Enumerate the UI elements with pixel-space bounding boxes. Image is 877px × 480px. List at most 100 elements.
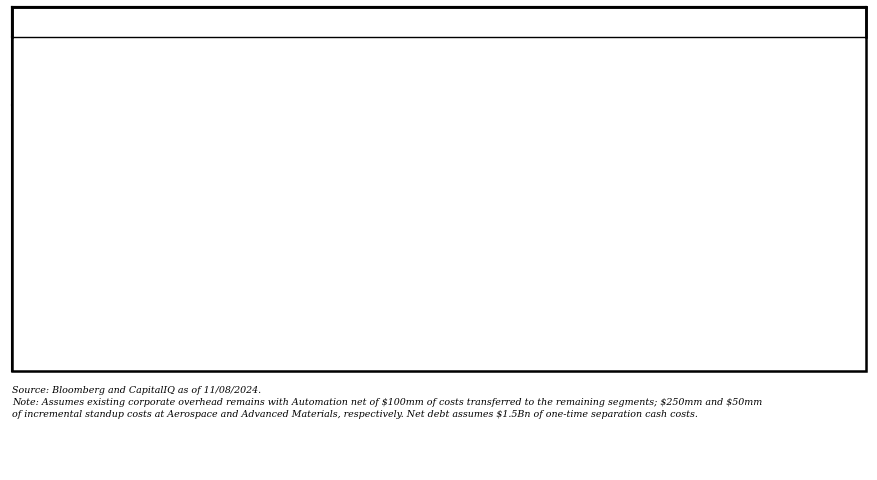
Text: 13.5x: 13.5x xyxy=(636,148,667,158)
Text: 643: 643 xyxy=(409,281,431,291)
Bar xyxy=(13,106,864,125)
Text: 5.8: 5.8 xyxy=(551,129,568,139)
Text: 11.5: 11.5 xyxy=(407,148,432,158)
Text: EBITDA - CapEx: EBITDA - CapEx xyxy=(277,93,372,102)
Text: 0.9: 0.9 xyxy=(224,148,241,158)
Text: n.a.: n.a. xyxy=(314,186,335,196)
Text: $ 5.2: $ 5.2 xyxy=(218,110,247,120)
Text: $ 255.5: $ 255.5 xyxy=(766,204,812,216)
Bar xyxy=(13,163,864,181)
Text: 18.5x: 18.5x xyxy=(636,129,667,139)
Bar xyxy=(13,239,864,257)
Text: Quantinuum: Quantinuum xyxy=(18,186,89,196)
Text: HON Aerospace: HON Aerospace xyxy=(18,110,109,120)
Text: 11.5: 11.5 xyxy=(777,148,802,158)
Text: As of Year-end 2026): As of Year-end 2026) xyxy=(438,16,609,30)
Bar xyxy=(12,8,865,371)
Text: $ 206.6: $ 206.6 xyxy=(396,262,443,273)
Text: 106.6: 106.6 xyxy=(774,129,805,139)
Bar xyxy=(13,295,864,314)
Text: n.a.: n.a. xyxy=(641,186,661,196)
Text: $ 133.1: $ 133.1 xyxy=(767,110,810,120)
Text: 13.5x: 13.5x xyxy=(309,148,340,158)
Text: (16.8): (16.8) xyxy=(773,224,806,234)
Bar xyxy=(13,352,864,371)
Text: EBITDA - CapEx: EBITDA - CapEx xyxy=(186,93,280,102)
Text: Share Price: Share Price xyxy=(18,300,95,311)
Text: 0.2: 0.2 xyxy=(551,167,568,177)
Text: NTM EV /: NTM EV / xyxy=(296,76,353,85)
Text: (0.2): (0.2) xyxy=(219,186,246,196)
Text: $ 330: $ 330 xyxy=(403,337,437,348)
Text: of incremental standup costs at Aerospace and Advanced Materials, respectively. : of incremental standup costs at Aerospac… xyxy=(12,409,697,418)
Text: 9.5x: 9.5x xyxy=(639,167,663,177)
Text: Note: Assumes existing corporate overhead remains with Automation net of $100mm : Note: Assumes existing corporate overhea… xyxy=(12,397,761,406)
Text: EBITDA - CapEx: EBITDA - CapEx xyxy=(604,93,698,102)
Text: $ 321: $ 321 xyxy=(403,300,437,311)
Bar xyxy=(13,125,864,144)
Text: (+) Pension, Environmental, and Other Liabilities: (+) Pension, Environmental, and Other Li… xyxy=(28,243,307,253)
Text: (/) Fully Diluted Shares Outstanding (mm): (/) Fully Diluted Shares Outstanding (mm… xyxy=(28,281,267,291)
Text: TEV: TEV xyxy=(777,93,801,102)
Bar xyxy=(13,181,864,201)
Text: 19.4x: 19.4x xyxy=(308,204,341,216)
Text: 9: 9 xyxy=(416,319,423,329)
Text: $ 11.4: $ 11.4 xyxy=(213,204,252,216)
Text: 1.7: 1.7 xyxy=(781,243,798,253)
Bar xyxy=(13,219,864,239)
Text: 643: 643 xyxy=(779,281,800,291)
Bar xyxy=(12,8,865,371)
Text: 0.9: 0.9 xyxy=(551,148,568,158)
Text: 2.9: 2.9 xyxy=(781,186,798,196)
Bar xyxy=(13,257,864,276)
Text: 9: 9 xyxy=(786,319,793,329)
Text: $ 5.5: $ 5.5 xyxy=(545,110,574,120)
Text: +75%: +75% xyxy=(772,356,807,367)
Text: Total Value per Share: Total Value per Share xyxy=(18,337,156,348)
Text: Market Capitalization ($bn): Market Capitalization ($bn) xyxy=(18,262,193,273)
Text: 17.0x: 17.0x xyxy=(310,129,340,139)
Text: ($bn; FYE December): ($bn; FYE December) xyxy=(18,91,132,100)
Text: (December 31, 2026): (December 31, 2026) xyxy=(125,337,256,348)
Bar xyxy=(13,314,864,333)
Text: 91.6: 91.6 xyxy=(407,129,432,139)
Text: Upside Case: Upside Case xyxy=(635,47,725,60)
Bar xyxy=(203,41,488,65)
Text: 2027E: 2027E xyxy=(214,76,251,85)
Text: 2.9: 2.9 xyxy=(410,186,428,196)
Text: Illustrative  Value Creation (: Illustrative Value Creation ( xyxy=(204,16,438,30)
Text: $ 240.4: $ 240.4 xyxy=(766,262,812,273)
Text: 2027E: 2027E xyxy=(541,76,578,85)
Text: 1.5: 1.5 xyxy=(410,167,428,177)
Text: $ 374: $ 374 xyxy=(772,300,807,311)
Text: 1.7: 1.7 xyxy=(410,243,428,253)
Text: TEV: TEV xyxy=(408,93,431,102)
Text: (+) Cumulative Dividends / Share: (+) Cumulative Dividends / Share xyxy=(28,319,217,329)
Text: $ 114.7: $ 114.7 xyxy=(398,110,441,120)
Text: (17.2): (17.2) xyxy=(403,224,436,234)
Bar xyxy=(12,8,865,38)
Bar xyxy=(497,41,863,65)
Bar xyxy=(13,333,864,352)
Bar xyxy=(13,276,864,295)
Bar xyxy=(13,144,864,163)
Text: $ 383: $ 383 xyxy=(772,337,807,348)
Text: +51%: +51% xyxy=(402,356,437,367)
Text: (0.2): (0.2) xyxy=(546,186,573,196)
Text: (-) Net Debt: (-) Net Debt xyxy=(28,224,95,234)
Text: EBITDA - CapEx: EBITDA - CapEx xyxy=(512,93,607,102)
Text: 1.5: 1.5 xyxy=(781,167,798,177)
Text: $ 12.1: $ 12.1 xyxy=(540,204,579,216)
Text: Base Case: Base Case xyxy=(308,47,382,60)
Text: PPE: PPE xyxy=(18,167,41,177)
Text: Source: Bloomberg and CapitalIQ as of 11/08/2024.: Source: Bloomberg and CapitalIQ as of 11… xyxy=(12,385,260,394)
Text: % Upside: % Upside xyxy=(18,356,75,367)
Text: 5.4: 5.4 xyxy=(224,129,241,139)
Text: Total Honeywell TEV ($bn): Total Honeywell TEV ($bn) xyxy=(18,204,185,216)
Text: NTM EV /: NTM EV / xyxy=(624,76,679,85)
Text: 21.0x: 21.0x xyxy=(635,204,668,216)
Text: (Year-end 2026): (Year-end 2026) xyxy=(76,300,176,311)
Text: HON Adv. Materials: HON Adv. Materials xyxy=(18,148,131,158)
Text: 0.2: 0.2 xyxy=(224,167,241,177)
Text: 22.0x: 22.0x xyxy=(309,110,340,120)
